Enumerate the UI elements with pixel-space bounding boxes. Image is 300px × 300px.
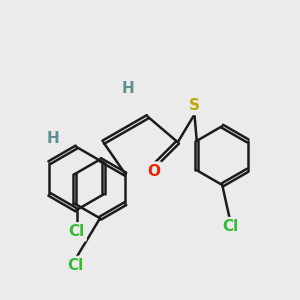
Text: Cl: Cl	[68, 224, 85, 239]
Text: O: O	[147, 164, 160, 179]
Text: H: H	[122, 81, 134, 96]
Text: Cl: Cl	[68, 258, 84, 273]
Text: Cl: Cl	[222, 219, 238, 234]
Text: H: H	[47, 131, 60, 146]
Text: S: S	[189, 98, 200, 113]
